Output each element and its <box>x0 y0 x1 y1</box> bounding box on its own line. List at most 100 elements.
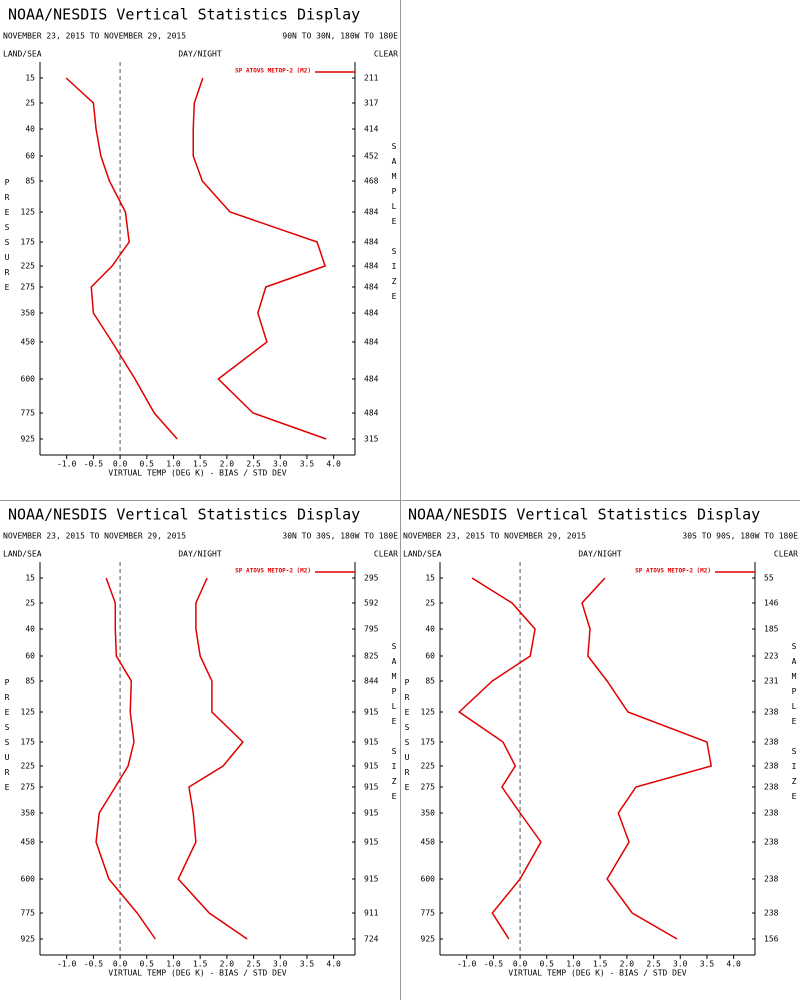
x-tick-label: 2.5 <box>246 460 261 469</box>
x-tick-label: 2.5 <box>246 960 261 969</box>
subtitle: NOVEMBER 23, 2015 TO NOVEMBER 29, 2015 <box>3 32 186 41</box>
x-tick-label: 1.0 <box>566 960 581 969</box>
x-tick-label: -0.5 <box>84 960 103 969</box>
x-tick-label: 2.0 <box>620 960 635 969</box>
x-tick-label: 4.0 <box>326 460 341 469</box>
sample-size: 238 <box>764 762 779 771</box>
sample-size: 468 <box>364 177 379 186</box>
y-tick-label: 125 <box>21 708 36 717</box>
x-axis-label: VIRTUAL TEMP (DEG K) - BIAS / STD DEV <box>108 969 286 978</box>
x-tick-label: -1.0 <box>457 960 476 969</box>
subtitle: NOVEMBER 23, 2015 TO NOVEMBER 29, 2015 <box>3 532 186 541</box>
panel: NOAA/NESDIS Vertical Statistics Display N… <box>3 506 399 978</box>
x-tick-label: 0.0 <box>513 960 528 969</box>
day-night-label: DAY/NIGHT <box>178 50 222 59</box>
region: 90N TO 30N, 180W TO 180E <box>282 32 398 41</box>
x-tick-label: -0.5 <box>84 460 103 469</box>
series-line <box>581 577 713 940</box>
x-axis-label: VIRTUAL TEMP (DEG K) - BIAS / STD DEV <box>108 469 286 478</box>
x-tick-label: 3.0 <box>273 460 288 469</box>
sample-size: 295 <box>364 574 379 583</box>
sample-size: 414 <box>364 125 379 134</box>
x-tick-label: 1.5 <box>193 460 208 469</box>
day-night-label: DAY/NIGHT <box>178 550 222 559</box>
x-tick-label: 3.0 <box>273 960 288 969</box>
x-tick-label: 2.5 <box>646 960 661 969</box>
sample-size: 315 <box>364 435 379 444</box>
series-line <box>458 577 542 940</box>
panel: NOAA/NESDIS Vertical Statistics Display N… <box>403 506 799 978</box>
sample-size: 238 <box>764 708 779 717</box>
y-tick-label: 25 <box>425 599 435 608</box>
y-tick-label: 925 <box>21 935 36 944</box>
series-line <box>192 77 327 440</box>
subtitle: NOVEMBER 23, 2015 TO NOVEMBER 29, 2015 <box>403 532 586 541</box>
sample-size: 231 <box>764 677 779 686</box>
land-sea-label: LAND/SEA <box>3 50 42 59</box>
sample-size: 484 <box>364 238 379 247</box>
sample-size: 915 <box>364 738 379 747</box>
legend-label: SP ATOVS METOP-2 (M2) <box>235 568 311 575</box>
sample-size: 915 <box>364 762 379 771</box>
x-tick-label: 4.0 <box>326 960 341 969</box>
series-line <box>177 577 248 940</box>
y-tick-label: 85 <box>425 677 435 686</box>
y-tick-label: 125 <box>421 708 436 717</box>
sample-size: 238 <box>764 909 779 918</box>
y-axis-label: PRESSURE <box>3 678 12 798</box>
sample-size: 795 <box>364 625 379 634</box>
y-tick-label: 15 <box>25 74 35 83</box>
sample-size: 844 <box>364 677 379 686</box>
series-line <box>65 77 178 440</box>
x-tick-label: 1.5 <box>593 960 608 969</box>
x-tick-label: 1.5 <box>193 960 208 969</box>
y-tick-label: 350 <box>21 309 36 318</box>
y-tick-label: 350 <box>421 809 436 818</box>
y-tick-label: 15 <box>25 574 35 583</box>
chart-title: NOAA/NESDIS Vertical Statistics Display <box>8 6 360 24</box>
sample-size: 911 <box>364 909 379 918</box>
panel: NOAA/NESDIS Vertical Statistics Display N… <box>3 6 399 478</box>
x-tick-label: 3.5 <box>300 960 315 969</box>
x-tick-label: -0.5 <box>484 960 503 969</box>
sample-size: 915 <box>364 708 379 717</box>
sample-size: 317 <box>364 99 379 108</box>
y-tick-label: 275 <box>421 783 436 792</box>
x-tick-label: 3.5 <box>700 960 715 969</box>
sample-size: 238 <box>764 875 779 884</box>
x-tick-label: 0.5 <box>140 960 155 969</box>
y-tick-label: 225 <box>421 762 436 771</box>
sample-size: 238 <box>764 783 779 792</box>
x-tick-label: 3.0 <box>673 960 688 969</box>
chart-title: NOAA/NESDIS Vertical Statistics Display <box>408 506 760 524</box>
y-tick-label: 15 <box>425 574 435 583</box>
sample-size: 915 <box>364 838 379 847</box>
y-tick-label: 225 <box>21 762 36 771</box>
sample-size: 915 <box>364 875 379 884</box>
y-tick-label: 225 <box>21 262 36 271</box>
y-tick-label: 125 <box>21 208 36 217</box>
y-tick-label: 350 <box>21 809 36 818</box>
y-tick-label: 775 <box>421 909 436 918</box>
clear-label: CLEAR <box>374 50 398 59</box>
sample-size: 238 <box>764 838 779 847</box>
y-tick-label: 175 <box>21 238 36 247</box>
x-tick-label: 3.5 <box>300 460 315 469</box>
sample-size: 223 <box>764 652 779 661</box>
land-sea-label: LAND/SEA <box>3 550 42 559</box>
sample-size: 211 <box>364 74 379 83</box>
legend-label: SP ATOVS METOP-2 (M2) <box>635 568 711 575</box>
region: 30N TO 30S, 180W TO 180E <box>282 532 398 541</box>
x-tick-label: -1.0 <box>57 960 76 969</box>
sample-size: 825 <box>364 652 379 661</box>
sample-size: 484 <box>364 375 379 384</box>
sample-size: 156 <box>764 935 779 944</box>
x-tick-label: 2.0 <box>220 460 235 469</box>
x-tick-label: 4.0 <box>726 960 741 969</box>
chart-title: NOAA/NESDIS Vertical Statistics Display <box>8 506 360 524</box>
y-tick-label: 85 <box>25 677 35 686</box>
y-tick-label: 925 <box>21 435 36 444</box>
x-tick-label: 1.0 <box>166 460 181 469</box>
y-tick-label: 600 <box>421 875 436 884</box>
sample-size: 484 <box>364 338 379 347</box>
